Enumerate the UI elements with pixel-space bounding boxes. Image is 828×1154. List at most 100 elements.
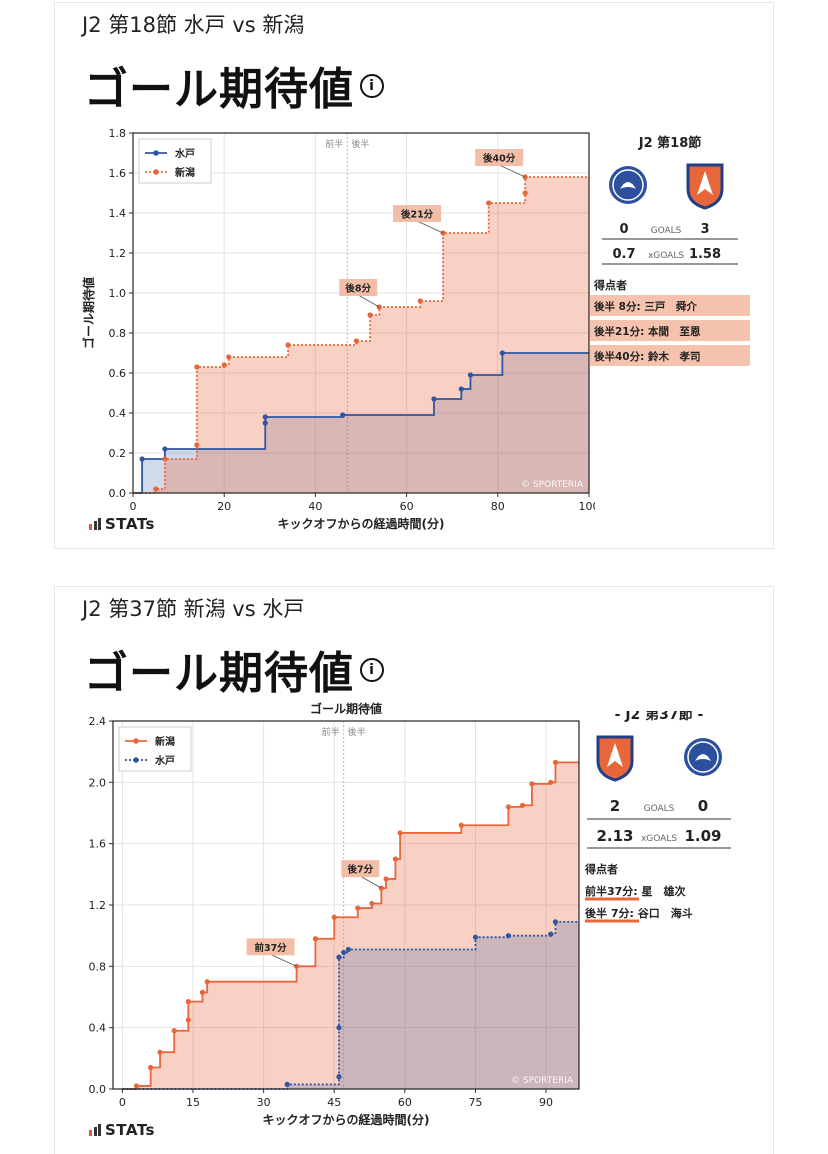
data-point bbox=[312, 936, 319, 942]
stats-logo-text: STATs bbox=[105, 515, 155, 533]
xg-label: xGOALS bbox=[641, 834, 677, 844]
data-point bbox=[185, 1017, 191, 1023]
half-label: 前半 bbox=[325, 138, 343, 150]
legend-label: 新潟 bbox=[155, 735, 175, 748]
tick-label-x: 0 bbox=[130, 500, 137, 513]
data-point bbox=[340, 412, 346, 418]
xg-heading: ゴール期待値 i bbox=[84, 637, 384, 701]
stats-bars-icon bbox=[89, 1124, 101, 1136]
legend-label: 水戸 bbox=[154, 754, 175, 767]
tick-label-x: 90 bbox=[539, 1096, 553, 1109]
annotation-label: 後40分 bbox=[483, 153, 516, 165]
tick-label-x: 80 bbox=[491, 500, 505, 513]
series-area bbox=[122, 921, 580, 1089]
annotation-box bbox=[246, 938, 295, 956]
data-point bbox=[431, 396, 437, 402]
stats-logo-text: STATs bbox=[105, 1121, 155, 1139]
tick-label-y: 2.4 bbox=[89, 715, 107, 728]
tick-label-x: 60 bbox=[400, 500, 414, 513]
scorer-entry: 後半 7分: 谷口 海斗 bbox=[585, 906, 693, 920]
home-goals: 2 bbox=[610, 797, 620, 815]
tick-label-x: 100 bbox=[579, 500, 596, 513]
annotation-label: 後8分 bbox=[345, 283, 371, 295]
tick-label-x: 30 bbox=[257, 1096, 271, 1109]
annotation-label: 後21分 bbox=[401, 209, 434, 221]
data-point bbox=[226, 354, 232, 360]
annotation-box bbox=[341, 860, 380, 878]
data-point bbox=[548, 931, 554, 937]
mito-crest-ring bbox=[687, 741, 719, 773]
x-axis-label: キックオフからの経過時間(分) bbox=[263, 1112, 430, 1127]
stats-bars-icon bbox=[89, 518, 101, 530]
data-point bbox=[345, 946, 351, 953]
tick-label-y: 0.0 bbox=[89, 1083, 107, 1096]
tick-label-x: 0 bbox=[119, 1096, 126, 1109]
round-label: J2 第18節 bbox=[638, 135, 702, 151]
data-point bbox=[157, 1049, 163, 1055]
tick-label-y: 1.6 bbox=[109, 167, 127, 180]
tick-label-y: 0.6 bbox=[109, 367, 127, 380]
data-point bbox=[417, 298, 423, 304]
data-point bbox=[336, 954, 342, 960]
info-icon[interactable]: i bbox=[360, 74, 384, 98]
home-xg: 0.7 bbox=[612, 247, 635, 262]
legend-label: 水戸 bbox=[174, 147, 195, 160]
mito-crest-emblem bbox=[620, 182, 636, 189]
legend-marker bbox=[153, 169, 159, 175]
info-icon[interactable]: i bbox=[360, 658, 384, 682]
data-point bbox=[499, 350, 505, 356]
tick-label-y: 0.0 bbox=[109, 487, 127, 500]
data-point bbox=[285, 342, 291, 348]
data-point bbox=[262, 414, 268, 420]
tick-label-y: 0.2 bbox=[109, 447, 127, 460]
series-area bbox=[133, 353, 589, 493]
goals-label: GOALS bbox=[644, 804, 675, 814]
scorers-title: 得点者 bbox=[593, 278, 627, 292]
legend-marker bbox=[153, 150, 159, 156]
data-point bbox=[486, 200, 492, 206]
scorer-bg bbox=[590, 295, 750, 316]
data-point bbox=[194, 442, 200, 448]
annotation-box bbox=[475, 149, 524, 166]
data-point bbox=[522, 174, 528, 180]
data-point bbox=[505, 804, 511, 810]
data-point bbox=[458, 822, 464, 828]
mito-crest-ring bbox=[612, 169, 644, 201]
scorer-bg bbox=[590, 320, 750, 341]
tick-label-y: 0.8 bbox=[89, 960, 107, 973]
data-point bbox=[204, 979, 210, 985]
tick-label-x: 20 bbox=[217, 500, 231, 513]
data-point bbox=[162, 456, 168, 462]
tick-label-y: 0.4 bbox=[109, 407, 127, 420]
data-point bbox=[458, 386, 464, 392]
tick-label-y: 1.0 bbox=[109, 287, 127, 300]
data-point bbox=[171, 1028, 177, 1034]
data-point bbox=[331, 914, 337, 920]
match-card: J2 第37節 新潟 vs 水戸 ゴール期待値 i ゴール期待値 0.0 0.4 0.8… bbox=[54, 586, 774, 1154]
data-point bbox=[284, 1081, 290, 1087]
away-goals: 3 bbox=[700, 222, 709, 237]
tick-label-y: 1.2 bbox=[109, 247, 127, 260]
data-point bbox=[369, 900, 375, 907]
watermark: © SPORTERIA bbox=[511, 1076, 574, 1086]
goals-label: GOALS bbox=[651, 226, 682, 236]
niigata-crest-emblem bbox=[607, 743, 623, 767]
stats-logo: STATs bbox=[89, 515, 155, 533]
annotation-leader bbox=[416, 220, 444, 234]
scorer-bg bbox=[590, 345, 750, 366]
annotation-label: 前37分 bbox=[254, 942, 287, 954]
x-axis-label: キックオフからの経過時間(分) bbox=[278, 516, 445, 531]
tick-label-y: 1.2 bbox=[89, 899, 107, 912]
data-point bbox=[194, 364, 200, 370]
data-point bbox=[467, 372, 474, 378]
data-point bbox=[153, 486, 159, 492]
away-goals: 0 bbox=[698, 797, 708, 815]
data-point bbox=[519, 802, 526, 808]
annotation-leader bbox=[270, 953, 297, 967]
xg-heading-text: ゴール期待値 bbox=[84, 648, 354, 699]
data-point bbox=[148, 1064, 154, 1071]
match-title: J2 第37節 新潟 vs 水戸 bbox=[82, 597, 305, 621]
annotation-box bbox=[393, 205, 442, 222]
data-point bbox=[199, 989, 206, 995]
